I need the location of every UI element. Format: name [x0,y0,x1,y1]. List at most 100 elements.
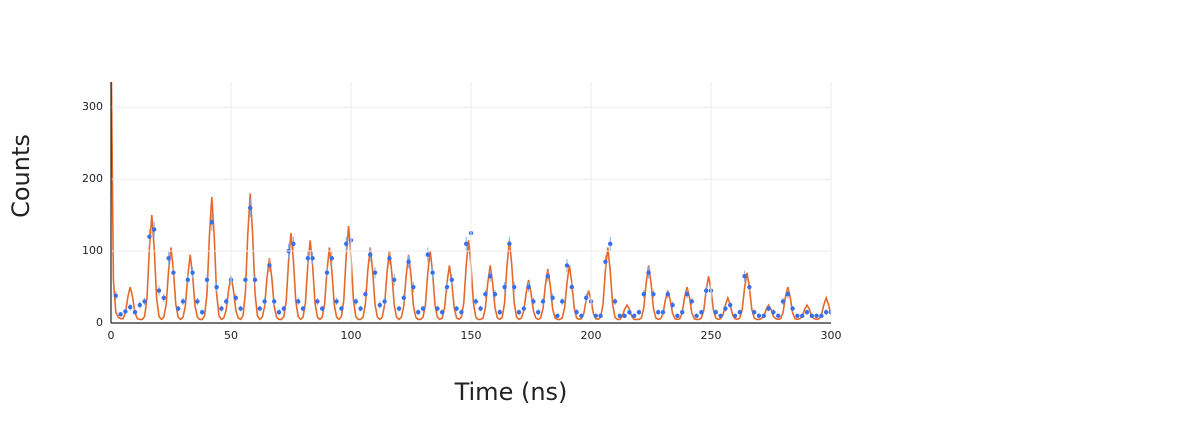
data-point [214,284,219,290]
data-point [123,309,128,314]
data-point [776,313,781,319]
y-tick-label: 100 [82,244,103,257]
data-point [780,299,786,304]
data-point [646,270,651,275]
data-point [569,284,574,290]
data-point [483,292,488,297]
data-point [795,313,800,319]
data-point [800,313,805,319]
data-point [118,312,123,317]
data-point [718,313,723,319]
data-point [209,220,214,225]
data-point [152,227,157,232]
data-point [406,259,411,265]
data-point [608,241,613,247]
data-point [334,299,339,304]
data-point [723,306,728,311]
data-point [579,313,584,319]
data-point [315,299,320,304]
data-point [219,306,224,311]
data-point [742,274,747,279]
data-point [344,241,349,247]
x-tick-label: 200 [581,329,602,342]
data-point [632,313,637,319]
data-point [161,295,166,301]
plot-area [111,82,831,321]
data-point [425,252,430,257]
data-point [401,295,406,301]
data-point [680,310,685,315]
data-point [281,306,286,311]
data-point [435,306,440,311]
data-point [656,310,661,315]
data-point [176,306,181,311]
data-point [526,284,531,290]
data-point [694,313,699,319]
data-point [372,270,378,275]
data-point [531,299,536,304]
data-point [171,270,176,275]
data-point [699,310,704,315]
data-point [252,277,258,283]
data-point [804,310,810,315]
data-point [540,299,546,304]
x-tick-label: 300 [821,329,842,342]
data-point [296,299,301,304]
data-point [766,306,771,311]
data-point [204,277,210,283]
data-point [756,313,762,319]
y-tick-label: 300 [82,100,103,113]
data-point [320,306,325,311]
data-point [512,284,517,290]
data-point [478,306,483,311]
data-point [272,299,277,304]
data-point [713,310,718,315]
data-point [358,306,363,311]
data-point [651,292,656,297]
data-point [132,310,138,315]
data-point [243,277,248,283]
data-point [267,263,272,268]
data-point [752,310,757,315]
data-point [353,299,358,304]
data-point [257,306,262,311]
data-point [147,234,152,239]
data-point [113,293,119,298]
data-point [622,313,627,319]
data-point [238,306,243,311]
data-point [224,299,229,304]
data-point [660,310,666,315]
data-point [185,277,190,283]
data-point [142,299,147,304]
data-point [747,284,752,290]
data-point [536,310,541,315]
data-point [574,310,579,315]
data-point [180,299,186,304]
x-tick-label: 0 [108,329,115,342]
y-tick-label: 200 [82,172,103,185]
data-point [617,313,622,319]
data-point [382,299,387,304]
data-point [612,299,618,304]
data-point [233,295,238,301]
data-point [195,299,200,304]
data-point [262,299,267,304]
data-point [430,270,435,275]
data-point [771,310,776,315]
data-point [128,304,133,310]
data-point [200,310,205,315]
data-point [828,310,831,315]
data-point [377,302,382,308]
data-point [521,306,526,311]
data-point [684,292,690,297]
data-point [387,256,392,261]
data-point [555,313,560,319]
data-point [416,310,421,315]
data-point [166,256,171,261]
data-point [824,310,829,315]
data-point [310,256,315,261]
data-point [459,310,464,315]
data-point [411,284,416,290]
data-point [492,292,498,297]
data-point [670,302,675,308]
